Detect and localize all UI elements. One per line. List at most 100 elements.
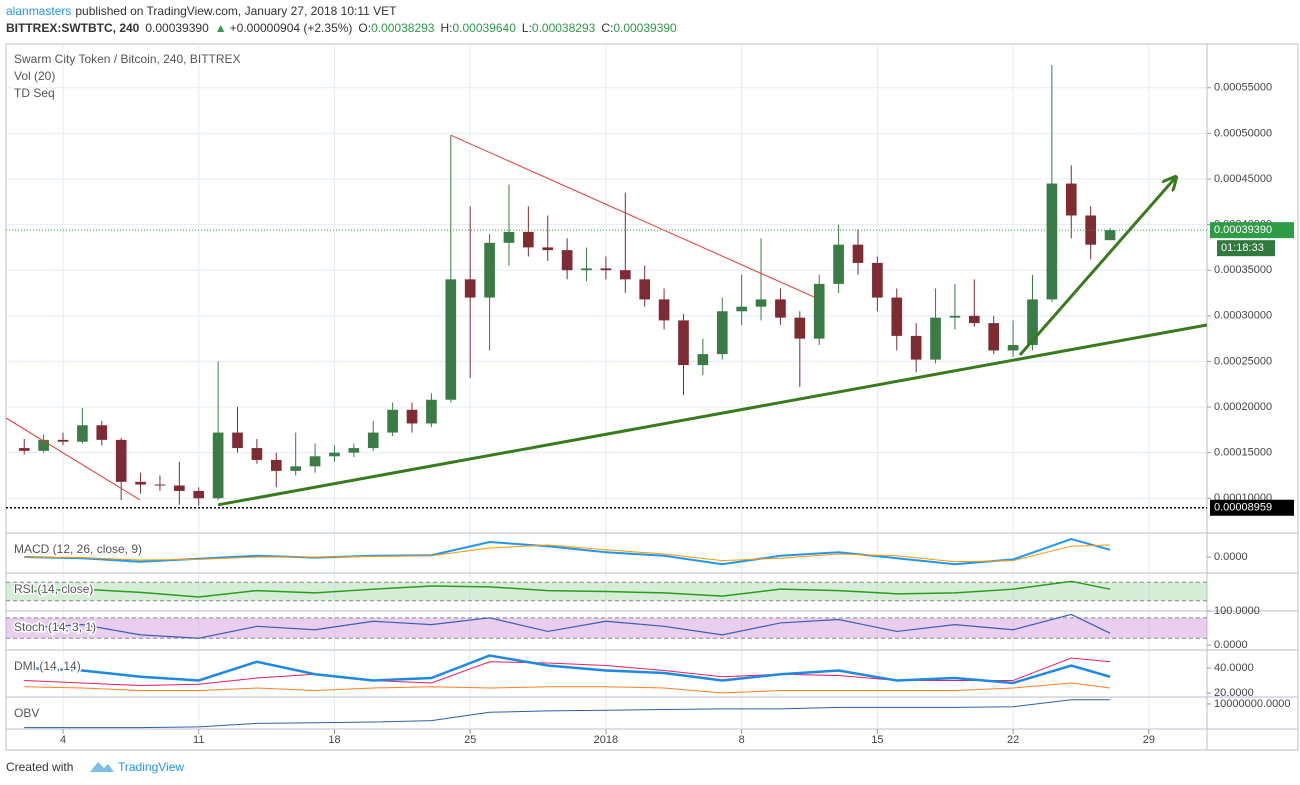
candle-body bbox=[891, 297, 903, 336]
change-arrow: ▲ bbox=[215, 21, 227, 35]
y-tick-label: 0.00015000 bbox=[1214, 447, 1272, 459]
countdown-label: 01:18:33 bbox=[1221, 242, 1264, 254]
band-fill bbox=[6, 617, 1207, 639]
candle-body bbox=[542, 247, 554, 251]
pane-title: DMI (14, 14) bbox=[14, 659, 81, 673]
y-tick-label: 0.0000 bbox=[1214, 639, 1248, 651]
pane-title: RSI (14, close) bbox=[14, 582, 93, 596]
last-price-box bbox=[1210, 222, 1294, 239]
x-tick-label: 4 bbox=[60, 734, 66, 746]
quote-value: 0.00038293 bbox=[532, 21, 596, 35]
candle-body bbox=[988, 323, 1000, 351]
candle-body bbox=[716, 311, 728, 355]
candle-body bbox=[212, 432, 224, 499]
candle-body bbox=[1065, 183, 1077, 216]
candle-body bbox=[464, 279, 476, 298]
plot-layer bbox=[6, 64, 1207, 729]
candle-body bbox=[910, 335, 922, 360]
y-tick-label: 0.0000 bbox=[1214, 551, 1248, 563]
trendline bbox=[1018, 178, 1175, 357]
y-tick-label: 0.00020000 bbox=[1214, 401, 1272, 413]
candle-body bbox=[290, 466, 302, 471]
quote-line: BITTREX:SWTBTC, 240 0.00039390 ▲ +0.0000090… bbox=[6, 21, 677, 35]
indicator-line bbox=[24, 654, 1111, 685]
frame-border bbox=[5, 43, 1299, 751]
y-tick-label: 10000000.0000 bbox=[1214, 698, 1290, 710]
x-tick-label: 18 bbox=[328, 734, 340, 746]
y-tick-label: 0.00045000 bbox=[1214, 173, 1272, 185]
candle-body bbox=[833, 244, 844, 284]
candle-body bbox=[309, 456, 321, 467]
x-tick-label: 29 bbox=[1143, 734, 1155, 746]
candle-body bbox=[872, 262, 883, 298]
study-label: TD Seq bbox=[14, 86, 55, 100]
indicator-line bbox=[24, 657, 1111, 687]
candle-body bbox=[387, 409, 398, 433]
candle-body bbox=[697, 354, 709, 366]
level-box bbox=[1210, 499, 1294, 516]
candle-body bbox=[406, 409, 418, 424]
quote-label: C: bbox=[601, 21, 613, 35]
candle-body bbox=[930, 317, 941, 360]
quote-label: H: bbox=[440, 21, 452, 35]
quote-value: 0.00038293 bbox=[371, 21, 435, 35]
footer-created: Created with bbox=[6, 760, 73, 774]
candle-body bbox=[619, 270, 631, 280]
footer-brand[interactable]: TradingView bbox=[118, 760, 184, 774]
header-line: alanmasters published on TradingView.com,… bbox=[6, 4, 397, 18]
candle-body bbox=[115, 439, 127, 482]
published: published on TradingView.com, January 27… bbox=[75, 4, 397, 18]
x-tick-label: 22 bbox=[1007, 734, 1019, 746]
candle-body bbox=[852, 244, 864, 263]
candle-body bbox=[968, 315, 980, 324]
pane-title: OBV bbox=[14, 706, 39, 720]
candle-body bbox=[1046, 183, 1058, 300]
trendline bbox=[6, 417, 141, 501]
candle-body bbox=[794, 317, 806, 339]
brand-logo[interactable] bbox=[90, 762, 114, 772]
change: +0.00000904 (+2.35%) bbox=[230, 21, 353, 35]
candle-body bbox=[523, 231, 534, 248]
x-tick-label: 25 bbox=[464, 734, 476, 746]
candle-body bbox=[348, 448, 360, 453]
candle-body bbox=[561, 250, 573, 271]
trendline bbox=[450, 134, 816, 299]
candle-body bbox=[193, 490, 205, 499]
candle-body bbox=[77, 425, 88, 442]
symbol: BITTREX:SWTBTC, 240 bbox=[6, 21, 140, 35]
trendline bbox=[217, 323, 1207, 507]
candle-body bbox=[57, 439, 69, 442]
y-tick-label: 0.00030000 bbox=[1214, 310, 1272, 322]
last-price-label: 0.00039390 bbox=[1214, 224, 1272, 236]
candle-body bbox=[1104, 230, 1116, 241]
candle-body bbox=[445, 279, 457, 400]
pane-title: MACD (12, 26, close, 9) bbox=[14, 542, 142, 556]
candle-body bbox=[251, 448, 263, 460]
candle-body bbox=[775, 299, 786, 318]
candle-body bbox=[135, 481, 146, 485]
candle-body bbox=[174, 485, 185, 491]
candle-body bbox=[813, 283, 825, 339]
pane-title: Stoch (14, 3, 1) bbox=[14, 620, 96, 634]
author[interactable]: alanmasters bbox=[6, 4, 71, 18]
quote-value: 0.00039390 bbox=[613, 21, 677, 35]
candle-body bbox=[639, 279, 651, 300]
candle-body bbox=[678, 320, 689, 366]
price: 0.00039390 bbox=[145, 21, 209, 35]
level-label: 0.00008959 bbox=[1214, 502, 1272, 514]
quote-label: L: bbox=[522, 21, 532, 35]
quote-value: 0.00039640 bbox=[452, 21, 516, 35]
study-label: Vol (20) bbox=[14, 69, 55, 83]
pane-title: Swarm City Token / Bitcoin, 240, BITTREX bbox=[14, 52, 241, 66]
candle-body bbox=[736, 306, 747, 312]
candle-body bbox=[1007, 345, 1019, 351]
y-tick-label: 40.0000 bbox=[1214, 662, 1254, 674]
candle-body bbox=[38, 439, 49, 451]
candle-body bbox=[426, 399, 437, 424]
candle-body bbox=[581, 268, 592, 271]
candle-body bbox=[270, 459, 282, 471]
indicator-line bbox=[24, 580, 1111, 598]
y-tick-label: 0.00055000 bbox=[1214, 82, 1272, 94]
label-layer: 4 11 18 25 2018 8 15 22 290.000100000.000150000.… bbox=[13, 51, 1294, 746]
